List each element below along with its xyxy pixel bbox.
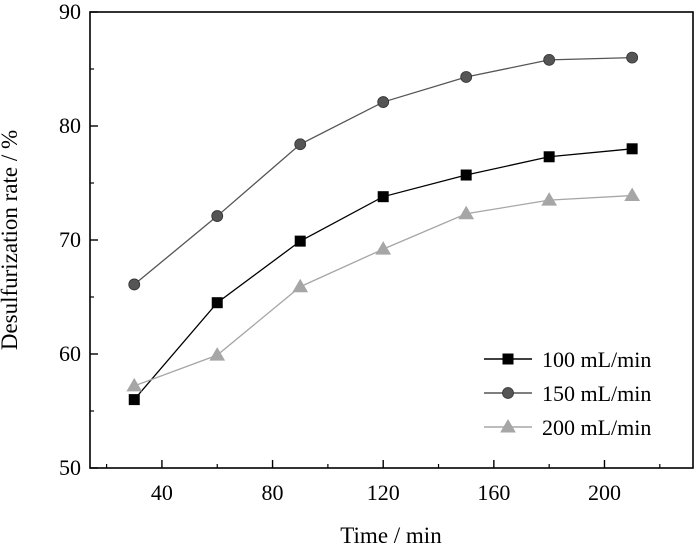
data-series (126, 51, 641, 406)
y-tick-label: 50 (59, 455, 81, 480)
data-point-150 (128, 278, 141, 291)
data-point-200 (624, 187, 641, 202)
legend-item-150: 150 mL/min (484, 381, 651, 406)
y-axis-title: Desulfurization rate / % (0, 130, 22, 350)
data-point-100 (460, 169, 472, 181)
data-point-100 (294, 235, 306, 247)
data-point-200 (126, 377, 143, 392)
y-tick-label: 80 (59, 113, 81, 138)
data-point-100 (377, 191, 389, 203)
series-150 (128, 51, 639, 291)
data-point-200 (541, 192, 558, 206)
data-point-150 (626, 51, 639, 64)
data-point-100 (211, 297, 223, 309)
y-tick-label: 70 (59, 227, 81, 252)
series-100 (128, 143, 638, 406)
data-point-200 (458, 205, 475, 220)
legend: 100 mL/min 150 mL/min 200 mL/min (484, 347, 651, 440)
legend-item-100: 100 mL/min (484, 347, 651, 372)
data-point-200 (292, 278, 309, 293)
data-point-200 (209, 347, 226, 361)
series-200 (126, 187, 641, 392)
data-point-150 (211, 210, 224, 222)
legend-marker-100 (502, 353, 514, 365)
x-tick-label: 120 (367, 480, 400, 505)
data-point-100 (543, 151, 555, 163)
x-tick-label: 40 (151, 480, 173, 505)
x-axis-title: Time / min (340, 523, 442, 547)
data-point-150 (543, 53, 556, 66)
legend-item-200: 200 mL/min (484, 415, 651, 440)
data-point-100 (128, 394, 140, 406)
data-point-200 (375, 241, 392, 255)
data-point-150 (294, 138, 307, 151)
legend-label-200: 200 mL/min (542, 415, 651, 440)
legend-marker-150 (502, 387, 514, 399)
data-point-150 (460, 71, 473, 83)
legend-label-150: 150 mL/min (542, 381, 651, 406)
x-tick-label: 160 (477, 480, 510, 505)
legend-label-100: 100 mL/min (542, 347, 651, 372)
data-point-150 (377, 96, 390, 108)
axis-ticks: 40 80 120 160 200 50 60 70 80 90 (59, 0, 661, 505)
x-tick-label: 80 (262, 480, 284, 505)
y-tick-label: 90 (59, 0, 81, 24)
data-point-100 (626, 143, 638, 155)
legend-marker-200 (500, 419, 516, 433)
y-tick-label: 60 (59, 341, 81, 366)
x-tick-label: 200 (588, 480, 621, 505)
